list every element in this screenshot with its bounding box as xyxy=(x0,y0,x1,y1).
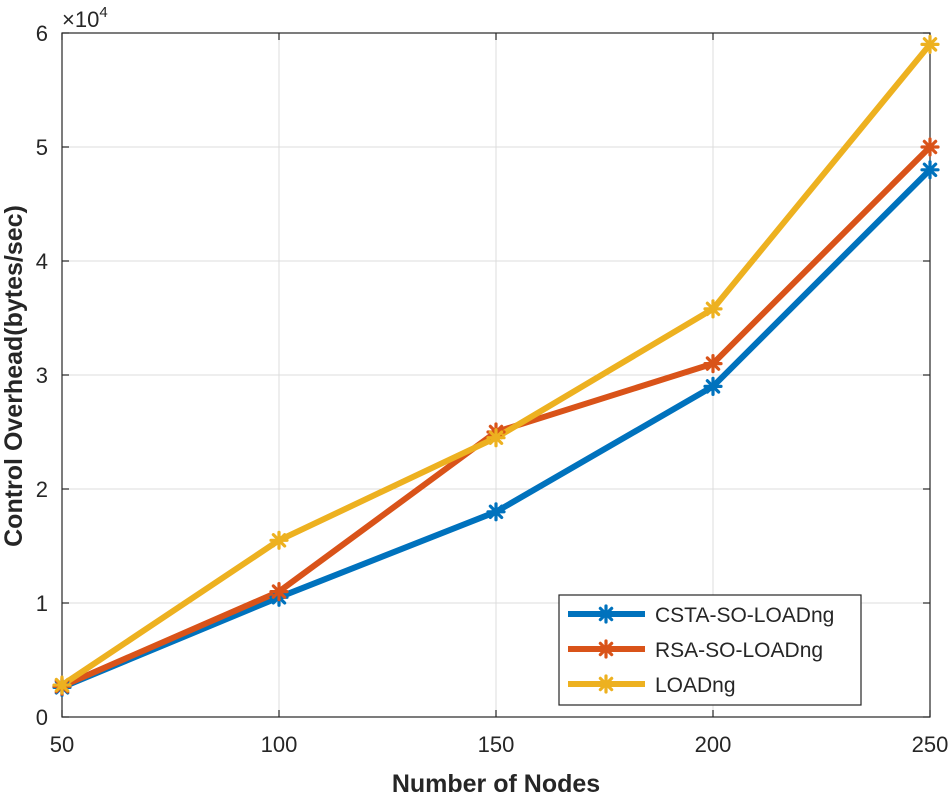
legend-swatch-marker xyxy=(598,606,614,622)
legend-swatch-marker xyxy=(598,676,614,692)
x-tick-label: 200 xyxy=(695,732,732,757)
legend-label: CSTA-SO-LOADng xyxy=(655,604,834,627)
data-point-marker xyxy=(54,677,70,693)
legend-label: LOADng xyxy=(655,674,736,697)
data-point-marker xyxy=(705,356,721,372)
y-tick-label: 6 xyxy=(36,21,48,46)
y-tick-label: 4 xyxy=(36,249,48,274)
y-tick-label: 2 xyxy=(36,477,48,502)
y-axis-title: Control Overhead(bytes/sec) xyxy=(0,205,28,547)
x-tick-label: 150 xyxy=(478,732,515,757)
x-axis-title: Number of Nodes xyxy=(392,770,600,794)
x-tick-label: 250 xyxy=(912,732,949,757)
y-exponent-base: ×10 xyxy=(62,7,99,32)
legend-label: RSA-SO-LOADng xyxy=(655,639,823,662)
chart: 50 100 150 200 2500123456 ×104 Number of Nod… xyxy=(0,0,950,794)
y-tick-label: 5 xyxy=(36,135,48,160)
data-point-marker xyxy=(922,162,938,178)
y-tick-label: 1 xyxy=(36,591,48,616)
data-point-marker xyxy=(922,36,938,52)
y-tick-label: 3 xyxy=(36,363,48,388)
data-point-marker xyxy=(271,532,287,548)
y-exponent-power: 4 xyxy=(99,4,107,21)
data-point-marker xyxy=(271,584,287,600)
data-point-marker xyxy=(922,139,938,155)
x-tick-label: 50 xyxy=(50,732,74,757)
data-point-marker xyxy=(488,430,504,446)
data-point-marker xyxy=(705,378,721,394)
data-point-marker xyxy=(705,301,721,317)
legend: CSTA-SO-LOADng RSA-SO-LOADng LOADng xyxy=(559,595,861,705)
data-point-marker xyxy=(488,504,504,520)
x-tick-label: 100 xyxy=(261,732,298,757)
legend-swatch-marker xyxy=(598,641,614,657)
y-tick-label: 0 xyxy=(36,705,48,730)
